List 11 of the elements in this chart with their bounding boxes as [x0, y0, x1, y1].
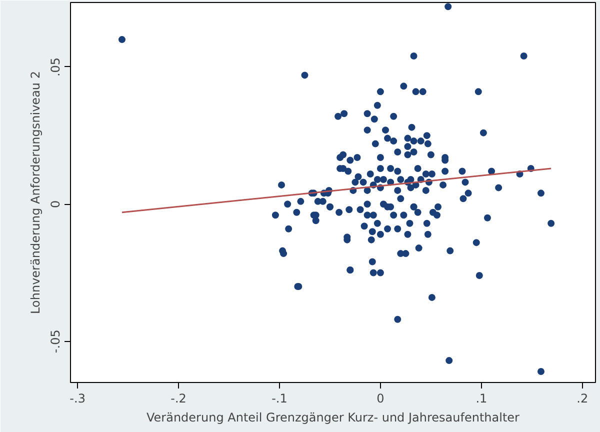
x-tick-label: -.1: [272, 392, 288, 406]
y-tick-label: .05: [48, 57, 62, 77]
y-tick-label: -.05: [48, 330, 62, 354]
x-tick-label: .2: [576, 392, 588, 406]
x-tick-label: 0: [376, 392, 384, 406]
y-axis-title: Lohnveränderung Anforderungsniveau 2: [28, 71, 42, 314]
y-tick-label: 0: [48, 200, 62, 208]
x-tick-label: -.3: [70, 392, 86, 406]
x-tick-label: .1: [476, 392, 488, 406]
x-axis-title: Veränderung Anteil Grenzgänger Kurz- und Jahresaufenthalter: [146, 410, 520, 424]
x-tick-label: -.2: [170, 392, 186, 406]
